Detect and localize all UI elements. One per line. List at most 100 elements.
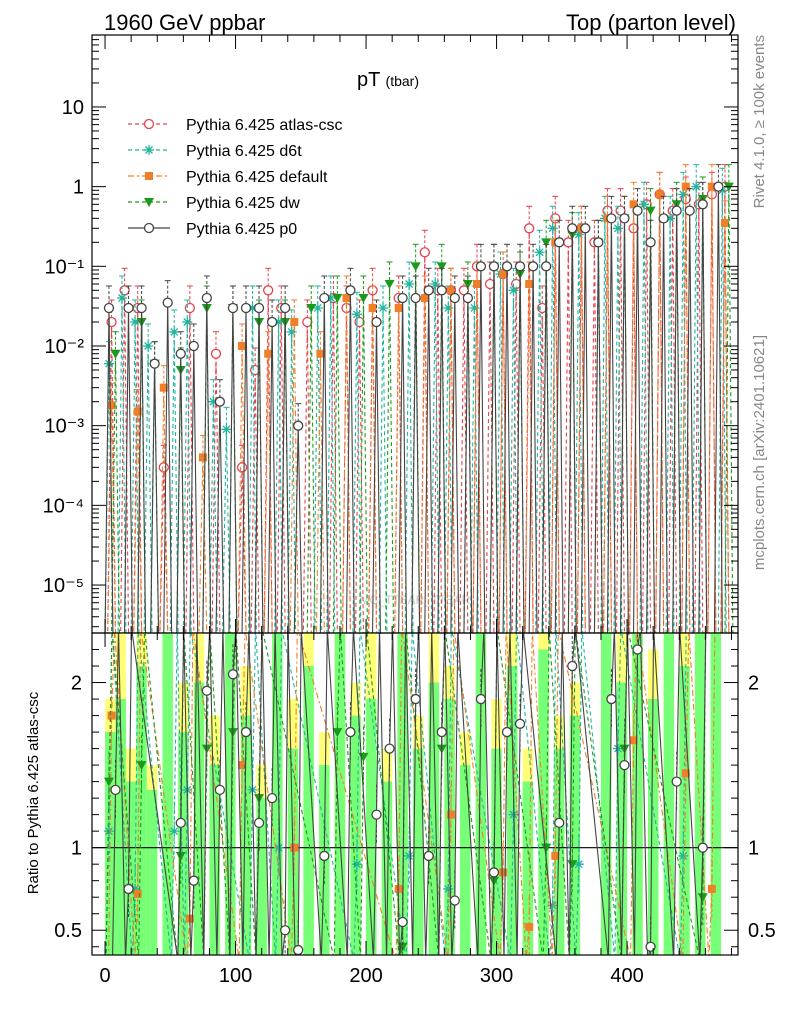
point-atlas_csc xyxy=(184,302,196,314)
legend-label-d6t: Pythia 6.425 d6t xyxy=(186,143,302,160)
point-p0 xyxy=(371,316,382,328)
point-d6t xyxy=(351,309,362,320)
point-d6t xyxy=(534,247,545,258)
point-p0 xyxy=(436,285,447,296)
point-default xyxy=(394,303,403,312)
point-p0 xyxy=(345,285,356,296)
ratio-point-p0 xyxy=(514,718,526,729)
ratio-ylabel: Ratio to Pythia 6.425 atlas-csc xyxy=(25,691,42,894)
point-default xyxy=(525,279,534,288)
side-text-mcplots: mcplots.cern.ch [arXiv:2401.10621] xyxy=(751,335,768,570)
ratio-point-p0 xyxy=(240,726,252,738)
point-dw xyxy=(332,294,343,304)
point-d6t xyxy=(717,185,728,196)
ratio-point-p0 xyxy=(201,685,212,696)
ratio-band-green xyxy=(413,748,424,955)
point-default xyxy=(720,218,729,227)
ratio-band-green xyxy=(136,666,147,955)
legend-marker-d6t xyxy=(144,145,154,155)
point-d6t xyxy=(130,317,141,328)
legend-label-p0: Pythia 6.425 p0 xyxy=(186,221,297,238)
ratio-band-green xyxy=(115,699,126,955)
ratio-band-green xyxy=(694,633,706,955)
point-default xyxy=(342,294,351,303)
ratio-point-dw xyxy=(201,744,212,754)
point-default xyxy=(238,341,247,350)
point-dw xyxy=(541,238,552,248)
ratio-band-green xyxy=(146,789,158,955)
y-tick-label: 10⁻⁴ xyxy=(43,495,84,517)
ratio-y-tick-label: 0.5 xyxy=(54,920,82,942)
point-p0 xyxy=(410,292,421,304)
ratio-band-green xyxy=(193,682,205,955)
ratio-band-green xyxy=(397,633,408,955)
ratio-point-p0 xyxy=(384,743,395,754)
point-p0 xyxy=(684,205,695,216)
point-p0 xyxy=(554,237,565,248)
point-p0 xyxy=(227,302,239,314)
ratio-band-green xyxy=(522,781,534,955)
ratio-point-p0 xyxy=(488,867,500,878)
x-tick-label: 300 xyxy=(480,965,513,987)
ratio-point-d6t xyxy=(443,883,454,894)
point-dw xyxy=(436,262,447,272)
ratio-point-default xyxy=(681,769,690,778)
ratio-point-p0 xyxy=(475,693,487,705)
ratio-point-p0 xyxy=(175,817,186,829)
point-d6t xyxy=(665,213,676,224)
point-d6t xyxy=(221,424,232,435)
chart-title: pT (tbar) xyxy=(357,69,419,91)
point-d6t xyxy=(378,302,389,313)
point-p0 xyxy=(541,261,552,272)
point-p0 xyxy=(593,237,604,248)
ratio-point-p0 xyxy=(632,644,643,655)
ratio-point-default xyxy=(525,922,534,931)
y-tick-label: 10 xyxy=(62,97,84,119)
point-d6t xyxy=(143,340,154,351)
side-text-rivet: Rivet 4.1.0, ≥ 100k events xyxy=(751,35,768,208)
ratio-point-default xyxy=(446,810,455,819)
series-d6t xyxy=(103,164,728,633)
point-d6t xyxy=(612,223,623,234)
point-default xyxy=(472,279,481,288)
point-d6t xyxy=(508,285,519,296)
point-p0 xyxy=(645,237,656,248)
point-d6t xyxy=(247,302,258,313)
y-tick-label: 10⁻¹ xyxy=(45,256,85,278)
legend-item-p0: Pythia 6.425 p0 xyxy=(128,221,297,238)
ratio-series-p0 xyxy=(110,633,708,955)
point-d6t xyxy=(443,302,454,313)
series-line-p0 xyxy=(104,186,723,633)
ratio-line-default xyxy=(108,633,716,955)
ratio-point-p0 xyxy=(554,817,565,829)
ratio-y-tick-label: 2 xyxy=(71,673,82,695)
legend-label-default: Pythia 6.425 default xyxy=(186,169,328,186)
ratio-point-p0 xyxy=(410,693,421,705)
point-d6t xyxy=(691,181,702,192)
x-tick-label: 0 xyxy=(99,965,110,987)
ratio-point-p0 xyxy=(397,916,408,928)
ratio-point-dw xyxy=(103,777,114,787)
ratio-point-p0 xyxy=(110,784,121,796)
header-right: Top (parton level) xyxy=(566,10,736,35)
ratio-point-p0 xyxy=(606,693,617,705)
upper-plot: 10⁻⁵ 10⁻⁴ 10⁻³ 10⁻² 10⁻¹ 1 10 xyxy=(43,34,739,634)
point-default xyxy=(133,407,142,416)
point-default xyxy=(316,349,325,358)
ratio-point-default xyxy=(707,884,716,893)
ratio-point-dw xyxy=(541,843,552,853)
ratio-point-default xyxy=(499,868,508,877)
ratio-y-tick-label-right: 0.5 xyxy=(748,920,776,942)
point-d6t xyxy=(169,326,180,337)
ratio-band-green xyxy=(632,633,643,955)
point-default xyxy=(499,270,508,279)
point-d6t xyxy=(103,358,114,369)
point-d6t xyxy=(469,302,480,313)
ratio-point-d6t xyxy=(169,826,180,837)
ratio-point-p0 xyxy=(371,809,382,820)
point-d6t xyxy=(117,293,128,304)
point-dw xyxy=(462,279,473,289)
point-p0 xyxy=(175,348,186,359)
ratio-plot: 0.5 0.5 1 1 2 2 0 100 200 300 400 xyxy=(54,632,776,987)
side-texts: Rivet 4.1.0, ≥ 100k events mcplots.cern.… xyxy=(751,35,768,570)
